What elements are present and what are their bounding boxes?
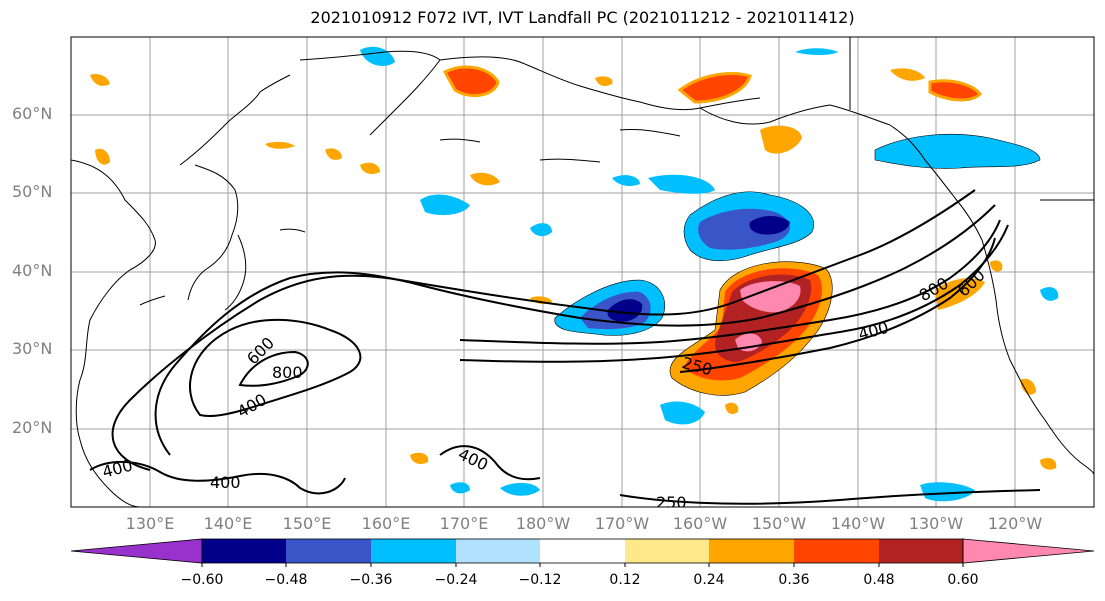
colorbar-bin bbox=[709, 539, 794, 563]
lat-label: 20°N bbox=[12, 418, 53, 437]
lon-label: 130°W bbox=[908, 514, 964, 533]
lat-label: 50°N bbox=[12, 182, 53, 201]
colorbar bbox=[70, 538, 1095, 567]
colorbar-extend-high bbox=[962, 538, 1095, 564]
lon-label: 160°W bbox=[672, 514, 728, 533]
lon-label: 150°W bbox=[751, 514, 807, 533]
colorbar-bin bbox=[625, 539, 709, 563]
lon-label: 170°W bbox=[594, 514, 650, 533]
colorbar-tick-label: 0.36 bbox=[778, 572, 810, 588]
lon-label: 130°E bbox=[125, 514, 175, 533]
colorbar-tick-label: 0.60 bbox=[947, 572, 979, 588]
ivt-contours bbox=[89, 189, 1041, 505]
colorbar-bin bbox=[202, 539, 286, 563]
contour-label: 250 bbox=[656, 493, 687, 512]
colorbar-bin bbox=[286, 539, 371, 563]
colorbar-bin bbox=[371, 539, 456, 563]
contour-label: 800 bbox=[272, 363, 303, 382]
colorbar-bin bbox=[879, 539, 963, 563]
lon-label: 120°W bbox=[987, 514, 1043, 533]
colorbar-bin bbox=[794, 539, 879, 563]
colorbar-tick-label: −0.60 bbox=[180, 572, 224, 588]
map-frame bbox=[70, 36, 1095, 508]
lon-label: 150°E bbox=[282, 514, 332, 533]
lat-label: 40°N bbox=[12, 261, 53, 280]
colorbar-tick-label: −0.24 bbox=[434, 572, 478, 588]
colorbar-tick-label: −0.36 bbox=[349, 572, 393, 588]
colorbar-tick-label: 0.12 bbox=[609, 572, 641, 588]
colorbar-tick-label: −0.48 bbox=[264, 572, 308, 588]
lat-label: 30°N bbox=[12, 339, 53, 358]
lon-label: 160°E bbox=[361, 514, 411, 533]
contour-label: 400 bbox=[210, 473, 241, 492]
lon-label: 180°W bbox=[515, 514, 571, 533]
lon-label: 140°E bbox=[203, 514, 253, 533]
colorbar-extend-low bbox=[70, 538, 203, 564]
colorbar-tick-label: 0.24 bbox=[693, 572, 725, 588]
colorbar-tick-label: −0.12 bbox=[518, 572, 562, 588]
lon-label: 170°E bbox=[439, 514, 489, 533]
lat-label: 60°N bbox=[12, 104, 53, 123]
gridlines bbox=[71, 37, 1094, 507]
lon-label: 140°W bbox=[830, 514, 886, 533]
colorbar-bin bbox=[456, 539, 540, 563]
coastlines bbox=[71, 37, 1094, 507]
map-title: 2021010912 F072 IVT, IVT Landfall PC (20… bbox=[310, 8, 855, 27]
colorbar-tick-label: 0.48 bbox=[863, 572, 895, 588]
colorbar-bin bbox=[540, 539, 625, 563]
